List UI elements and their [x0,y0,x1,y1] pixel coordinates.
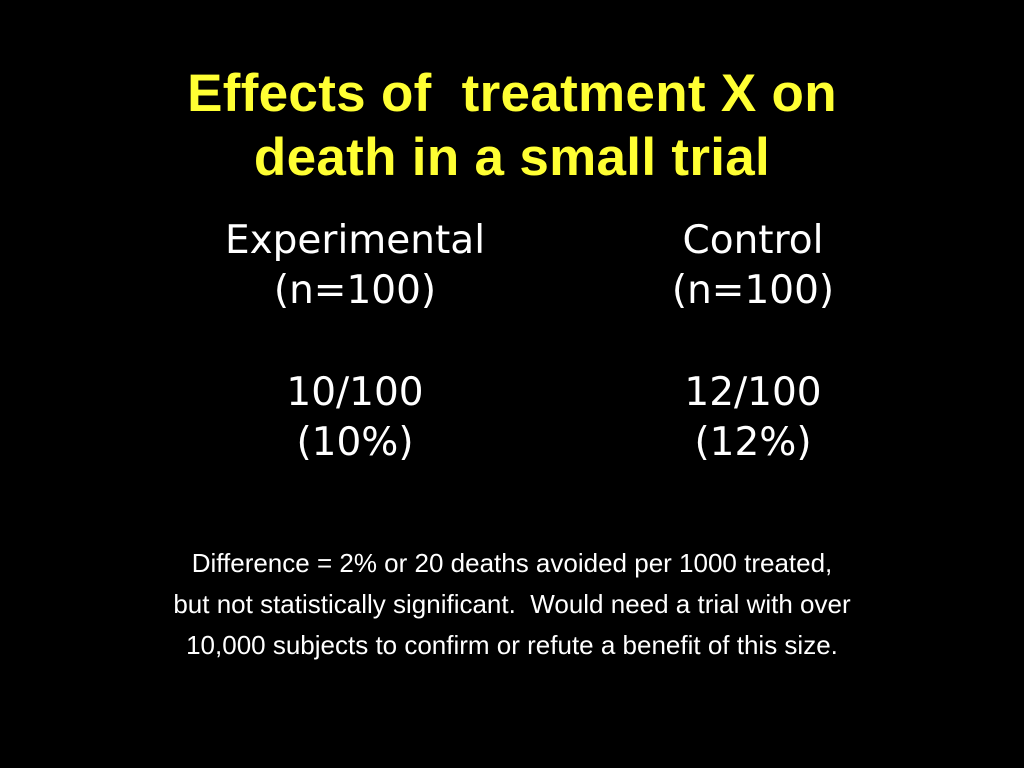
control-group-name: Control [682,218,824,263]
experimental-group-column: Experimental (n=100) 10/100 (10%) [145,216,565,468]
summary-note: Difference = 2% or 20 deaths avoided per… [0,543,1024,666]
slide-title-line-1: Effects of treatment X on [187,64,837,123]
summary-note-line-2: but not statistically significant. Would… [173,589,851,619]
experimental-group-percent: (10%) [296,420,414,465]
control-group-size: (n=100) [671,268,835,313]
experimental-group-size: (n=100) [273,268,437,313]
slide-title-line-2: death in a small trial [253,128,771,187]
control-group-column: Control (n=100) 12/100 (12%) [543,216,963,468]
experimental-group-deaths: 10/100 [286,370,424,415]
summary-note-line-3: 10,000 subjects to confirm or refute a b… [186,630,838,660]
control-group-deaths: 12/100 [684,370,822,415]
slide-title: Effects of treatment X on death in a sma… [0,62,1024,190]
experimental-group-name: Experimental [224,218,486,263]
control-group-percent: (12%) [694,420,812,465]
summary-note-line-1: Difference = 2% or 20 deaths avoided per… [191,548,833,578]
